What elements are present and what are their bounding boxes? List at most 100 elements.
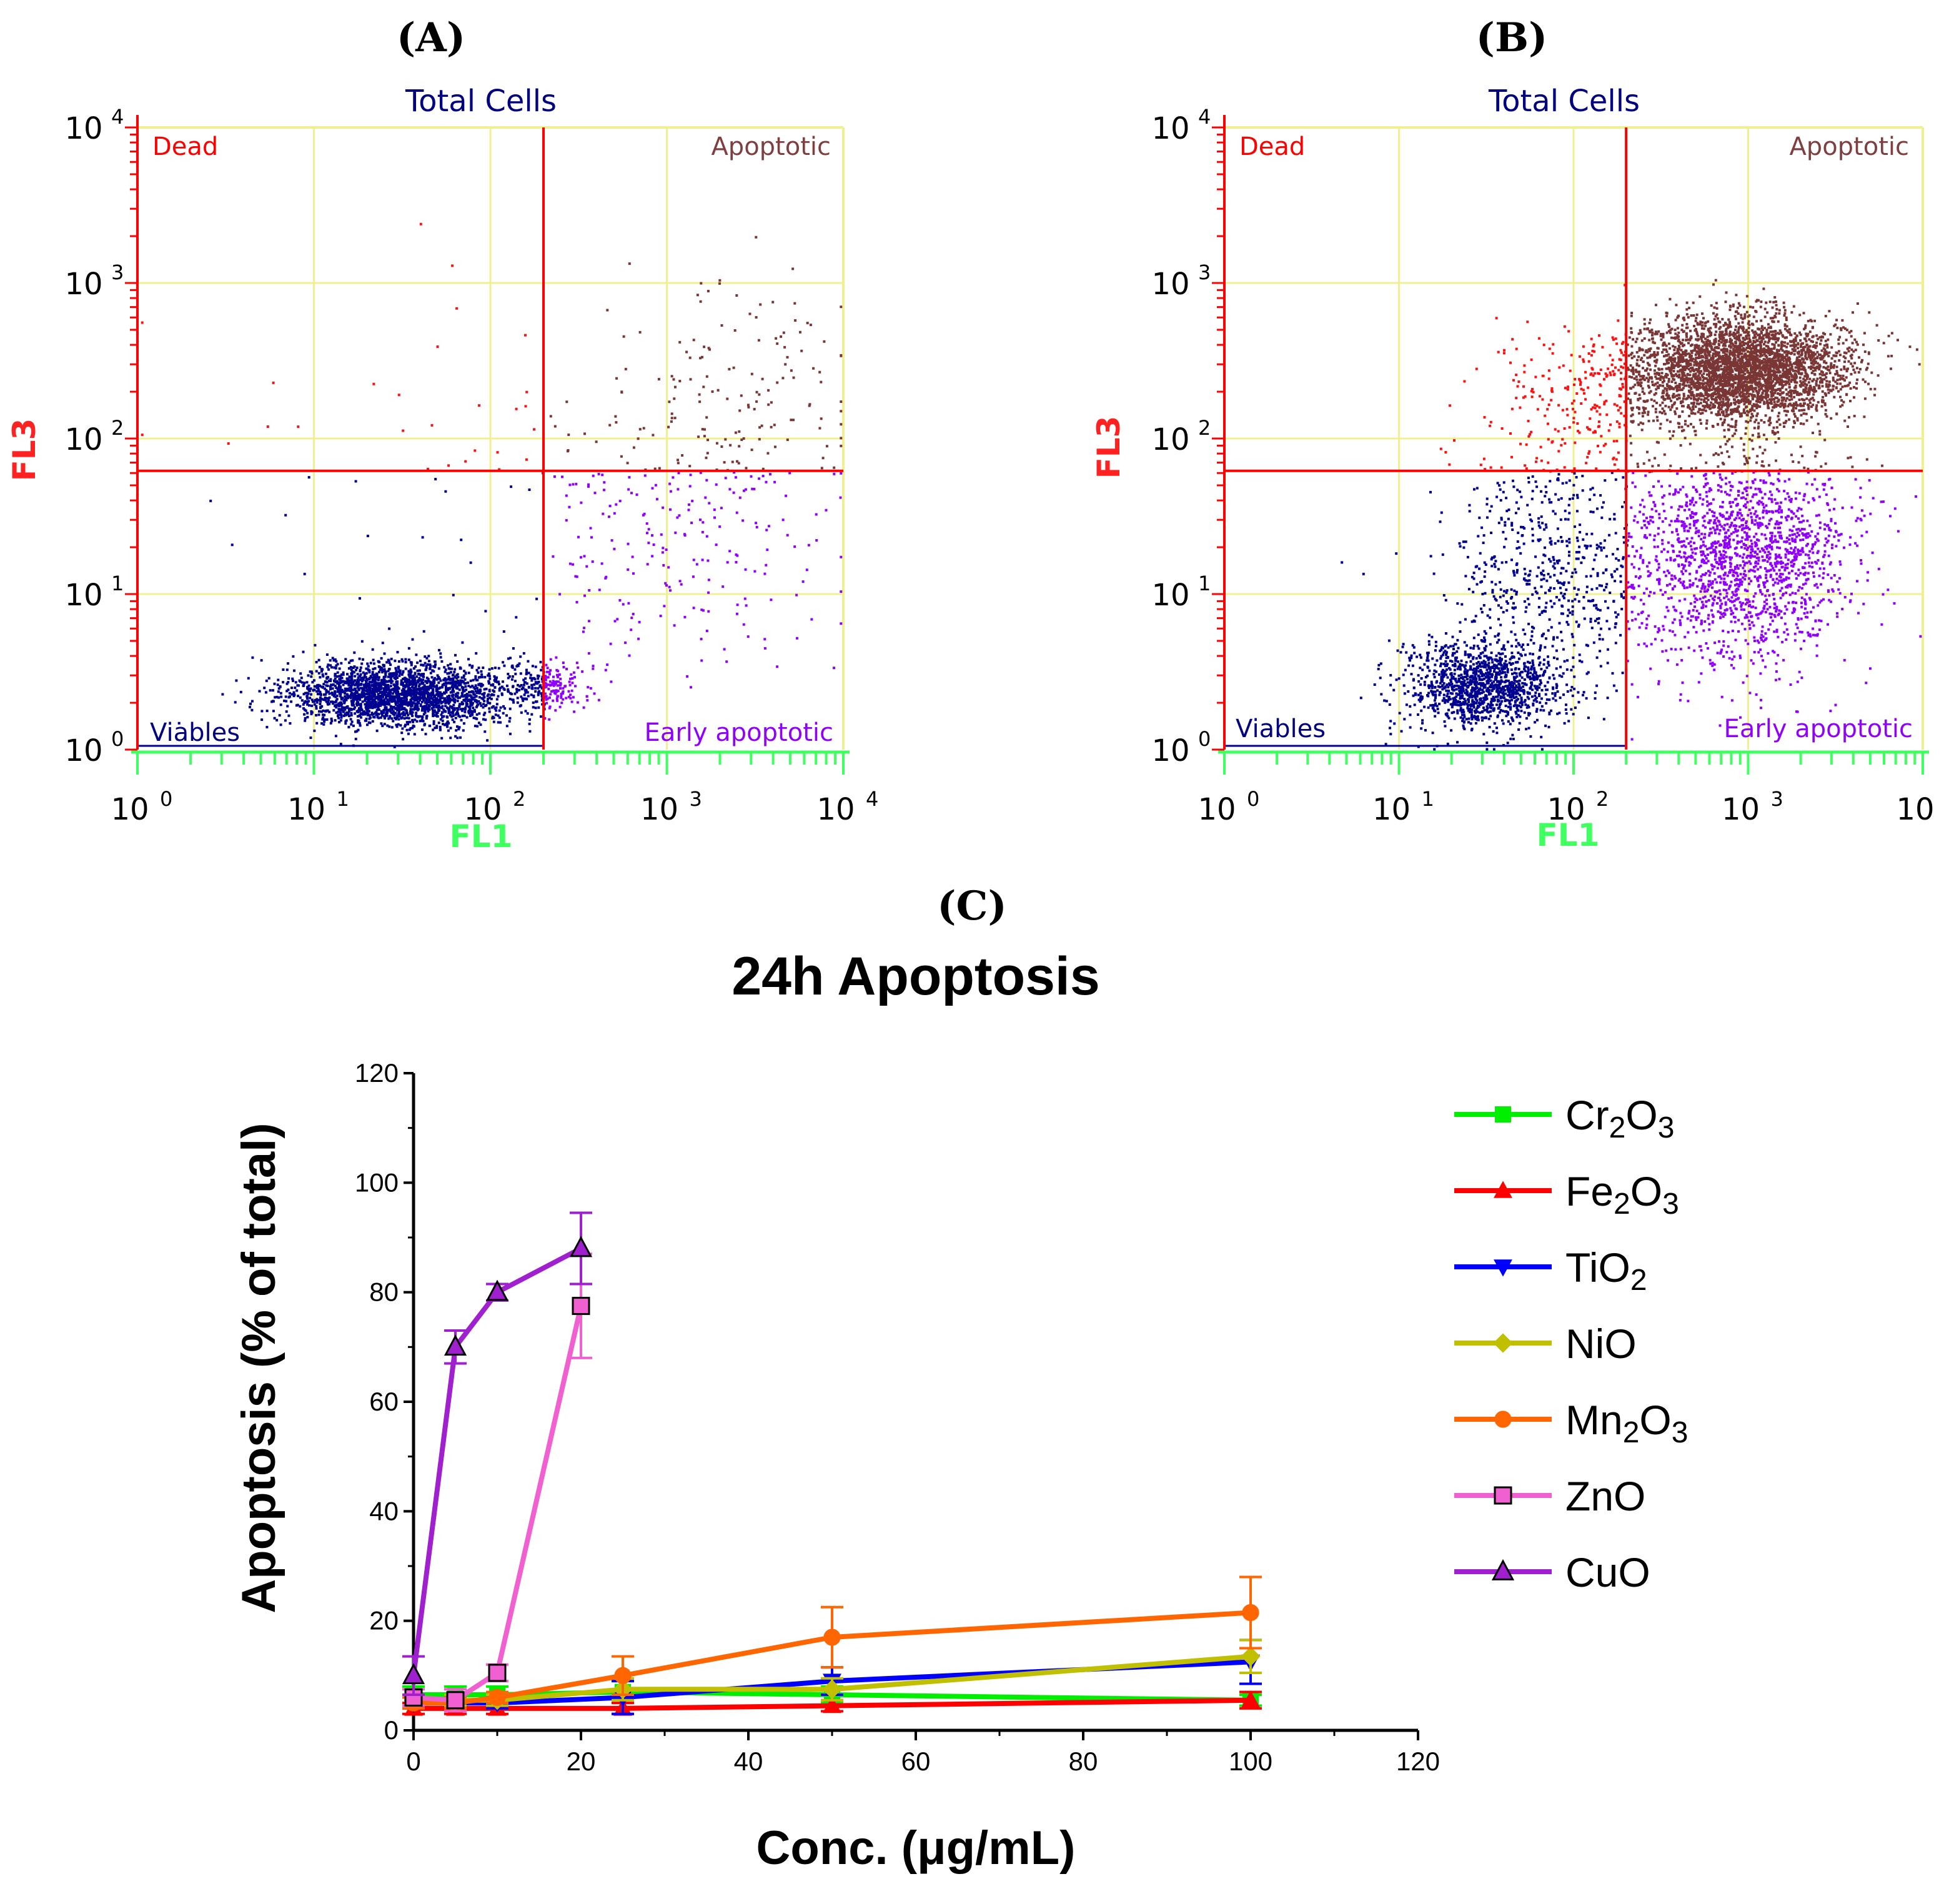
legend-label-part: 2 xyxy=(1630,1264,1647,1297)
x-tick-label: 120 xyxy=(1396,1747,1440,1776)
y-tick-label: 10 xyxy=(64,422,102,457)
series-line xyxy=(413,1305,583,1703)
legend-item-fe2o3: Fe2O3 xyxy=(1454,1168,1679,1221)
legend-label: Fe2O3 xyxy=(1565,1168,1679,1221)
legend-label: CuO xyxy=(1565,1549,1650,1595)
legend-label-part: O xyxy=(1639,1397,1671,1443)
legend-label: Mn2O3 xyxy=(1565,1397,1688,1449)
y-tick-label: 10 xyxy=(64,267,102,302)
marker-triangle-up xyxy=(1491,1559,1515,1580)
y-tick-label: 10 xyxy=(64,733,102,768)
y-tick-label: 10 xyxy=(1151,422,1189,457)
x-tick-label: 10 xyxy=(816,792,855,827)
flow-events-a xyxy=(137,222,843,748)
marker-square xyxy=(488,1664,507,1682)
legend-item-zno: ZnO xyxy=(1454,1473,1645,1519)
x-tick-label-exponent: 1 xyxy=(337,787,349,811)
y-tick-label: 10 xyxy=(1151,111,1189,146)
x-tick-label-exponent: 1 xyxy=(1422,787,1434,811)
legend-label-part: 2 xyxy=(1614,1188,1630,1221)
x-axis-title: Conc. (μg/mL) xyxy=(756,1822,1076,1875)
marker-triangle-up xyxy=(402,1663,425,1685)
legend-label-part: 3 xyxy=(1658,1111,1675,1144)
legend-label-part: 3 xyxy=(1672,1416,1689,1449)
y-tick-label-exponent: 2 xyxy=(111,416,124,440)
legend-label-part: TiO xyxy=(1565,1244,1630,1291)
y-tick-label: 100 xyxy=(355,1168,399,1197)
legend-label-part: CuO xyxy=(1565,1549,1650,1595)
marker-circle xyxy=(1494,1411,1512,1428)
series-cuo xyxy=(402,1211,593,1697)
marker-triangle-up xyxy=(823,1695,841,1713)
flow-grid-b xyxy=(1224,126,1924,750)
x-tick-label-exponent: 3 xyxy=(1771,787,1783,811)
x-tick-label: 0 xyxy=(406,1747,420,1776)
y-tick-label: 20 xyxy=(369,1606,399,1635)
marker-square xyxy=(572,1297,590,1316)
marker-triangle-up xyxy=(569,1236,593,1257)
y-tick-label-exponent: 4 xyxy=(111,105,124,129)
flow-event-dots xyxy=(1626,279,1921,474)
y-tick-label: 10 xyxy=(1151,578,1189,613)
legend-label-part: ZnO xyxy=(1565,1473,1645,1519)
x-axis-label-fl1-a: FL1 xyxy=(450,818,513,855)
marker-circle xyxy=(488,1688,506,1707)
x-tick-label: 10 xyxy=(464,792,502,827)
y-tick-label-exponent: 3 xyxy=(111,260,124,284)
x-tick-label: 20 xyxy=(567,1747,596,1776)
flow-gate-lines-a xyxy=(137,127,843,750)
flow-gate-lines-b xyxy=(1224,127,1923,750)
y-tick-label-exponent: 1 xyxy=(111,572,124,595)
y-tick-label: 10 xyxy=(1151,267,1189,302)
marker-triangle-up xyxy=(1241,1690,1260,1708)
y-tick-label-exponent: 2 xyxy=(1198,416,1211,440)
x-tick-label: 10 xyxy=(111,792,149,827)
legend-label-part: NiO xyxy=(1565,1321,1637,1367)
x-tick-label: 40 xyxy=(734,1747,763,1776)
x-tick-label: 10 xyxy=(1198,792,1236,827)
chart-title: 24h Apoptosis xyxy=(731,946,1099,1006)
x-tick-label: 10 xyxy=(1372,792,1411,827)
marker-square xyxy=(1494,1486,1512,1505)
quadrant-apoptotic-a: Apoptotic xyxy=(711,132,831,161)
flow-events-b xyxy=(1224,279,1922,751)
legend-label-part: Fe xyxy=(1565,1168,1614,1214)
chart-series xyxy=(402,1211,1262,1716)
marker-diamond xyxy=(1493,1333,1513,1353)
panel-letter-c: (C) xyxy=(937,883,1007,930)
legend-item-cr2o3: Cr2O3 xyxy=(1454,1092,1674,1144)
legend-label-part: 2 xyxy=(1609,1111,1626,1144)
panel-letter-a: (A) xyxy=(397,14,465,61)
y-tick-label: 10 xyxy=(1151,733,1189,768)
chart-axes: 0 20 40 60 80 100 120 0 20 40 60 80 100 120 xyxy=(355,1058,1440,1776)
legend-label-part: 3 xyxy=(1662,1188,1679,1221)
y-tick-label: 10 xyxy=(64,578,102,613)
marker-circle xyxy=(823,1629,841,1646)
marker-triangle-down xyxy=(1494,1259,1512,1277)
series-zno xyxy=(402,1252,592,1713)
marker-triangle-up xyxy=(1494,1181,1512,1198)
legend-label: NiO xyxy=(1565,1321,1637,1367)
marker-circle xyxy=(1242,1604,1259,1622)
x-tick-label-exponent: 0 xyxy=(1247,787,1259,811)
y-tick-label-exponent: 4 xyxy=(1198,105,1211,129)
flow-title-a: Total Cells xyxy=(405,84,557,119)
flow-panel-a: (A) Total Cells 10 0 10 0 10 1 10 1 10 2 10 2 10 3 10 3… xyxy=(6,14,878,855)
legend-label-part: O xyxy=(1625,1092,1657,1138)
x-tick-label: 10 xyxy=(1722,792,1760,827)
flow-event-dots xyxy=(1626,471,1922,741)
marker-diamond xyxy=(1241,1647,1261,1667)
legend-label: ZnO xyxy=(1565,1473,1645,1519)
panel-letter-b: (B) xyxy=(1476,14,1548,61)
y-tick-label: 40 xyxy=(369,1496,399,1525)
x-tick-label: 10 xyxy=(1896,792,1934,827)
flow-grid-a xyxy=(137,126,845,750)
x-tick-label-exponent: 2 xyxy=(1596,787,1609,811)
y-tick-label-exponent: 1 xyxy=(1198,572,1211,595)
legend-label-part: Mn xyxy=(1565,1397,1623,1443)
flow-event-dots xyxy=(177,472,546,748)
x-tick-label: 10 xyxy=(1547,792,1585,827)
x-tick-label: 100 xyxy=(1229,1747,1272,1776)
